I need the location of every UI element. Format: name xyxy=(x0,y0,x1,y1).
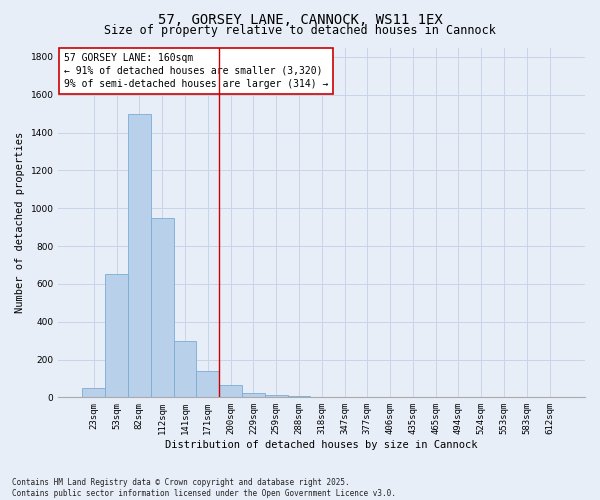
Bar xyxy=(219,385,242,398)
Bar xyxy=(151,218,173,398)
Bar xyxy=(287,396,310,398)
Bar xyxy=(196,371,219,398)
Text: Size of property relative to detached houses in Cannock: Size of property relative to detached ho… xyxy=(104,24,496,37)
Text: Contains HM Land Registry data © Crown copyright and database right 2025.
Contai: Contains HM Land Registry data © Crown c… xyxy=(12,478,396,498)
Bar xyxy=(128,114,151,398)
Bar xyxy=(265,396,287,398)
Bar xyxy=(242,392,265,398)
Bar xyxy=(82,388,105,398)
Y-axis label: Number of detached properties: Number of detached properties xyxy=(15,132,25,313)
Bar xyxy=(105,274,128,398)
Bar xyxy=(173,340,196,398)
X-axis label: Distribution of detached houses by size in Cannock: Distribution of detached houses by size … xyxy=(166,440,478,450)
Text: 57 GORSEY LANE: 160sqm
← 91% of detached houses are smaller (3,320)
9% of semi-d: 57 GORSEY LANE: 160sqm ← 91% of detached… xyxy=(64,52,328,89)
Text: 57, GORSEY LANE, CANNOCK, WS11 1EX: 57, GORSEY LANE, CANNOCK, WS11 1EX xyxy=(158,12,442,26)
